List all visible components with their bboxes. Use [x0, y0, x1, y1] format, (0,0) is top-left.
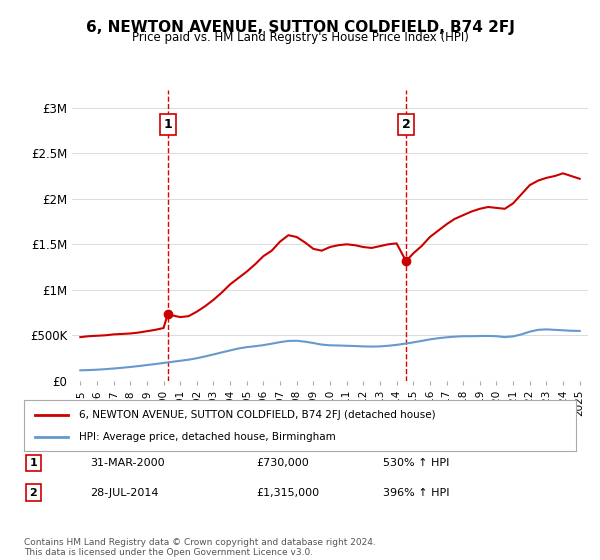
Text: £1,315,000: £1,315,000 [256, 488, 319, 498]
Text: £730,000: £730,000 [256, 458, 308, 468]
Text: Contains HM Land Registry data © Crown copyright and database right 2024.
This d: Contains HM Land Registry data © Crown c… [24, 538, 376, 557]
Text: 1: 1 [163, 118, 172, 131]
Text: 1: 1 [29, 458, 37, 468]
Text: 530% ↑ HPI: 530% ↑ HPI [383, 458, 449, 468]
Text: 396% ↑ HPI: 396% ↑ HPI [383, 488, 449, 498]
Text: 6, NEWTON AVENUE, SUTTON COLDFIELD, B74 2FJ (detached house): 6, NEWTON AVENUE, SUTTON COLDFIELD, B74 … [79, 409, 436, 419]
Text: 2: 2 [29, 488, 37, 498]
Text: 6, NEWTON AVENUE, SUTTON COLDFIELD, B74 2FJ: 6, NEWTON AVENUE, SUTTON COLDFIELD, B74 … [86, 20, 514, 35]
Text: 31-MAR-2000: 31-MAR-2000 [90, 458, 165, 468]
Text: 2: 2 [401, 118, 410, 131]
Text: Price paid vs. HM Land Registry's House Price Index (HPI): Price paid vs. HM Land Registry's House … [131, 31, 469, 44]
Text: 28-JUL-2014: 28-JUL-2014 [90, 488, 159, 498]
Text: HPI: Average price, detached house, Birmingham: HPI: Average price, detached house, Birm… [79, 432, 336, 442]
